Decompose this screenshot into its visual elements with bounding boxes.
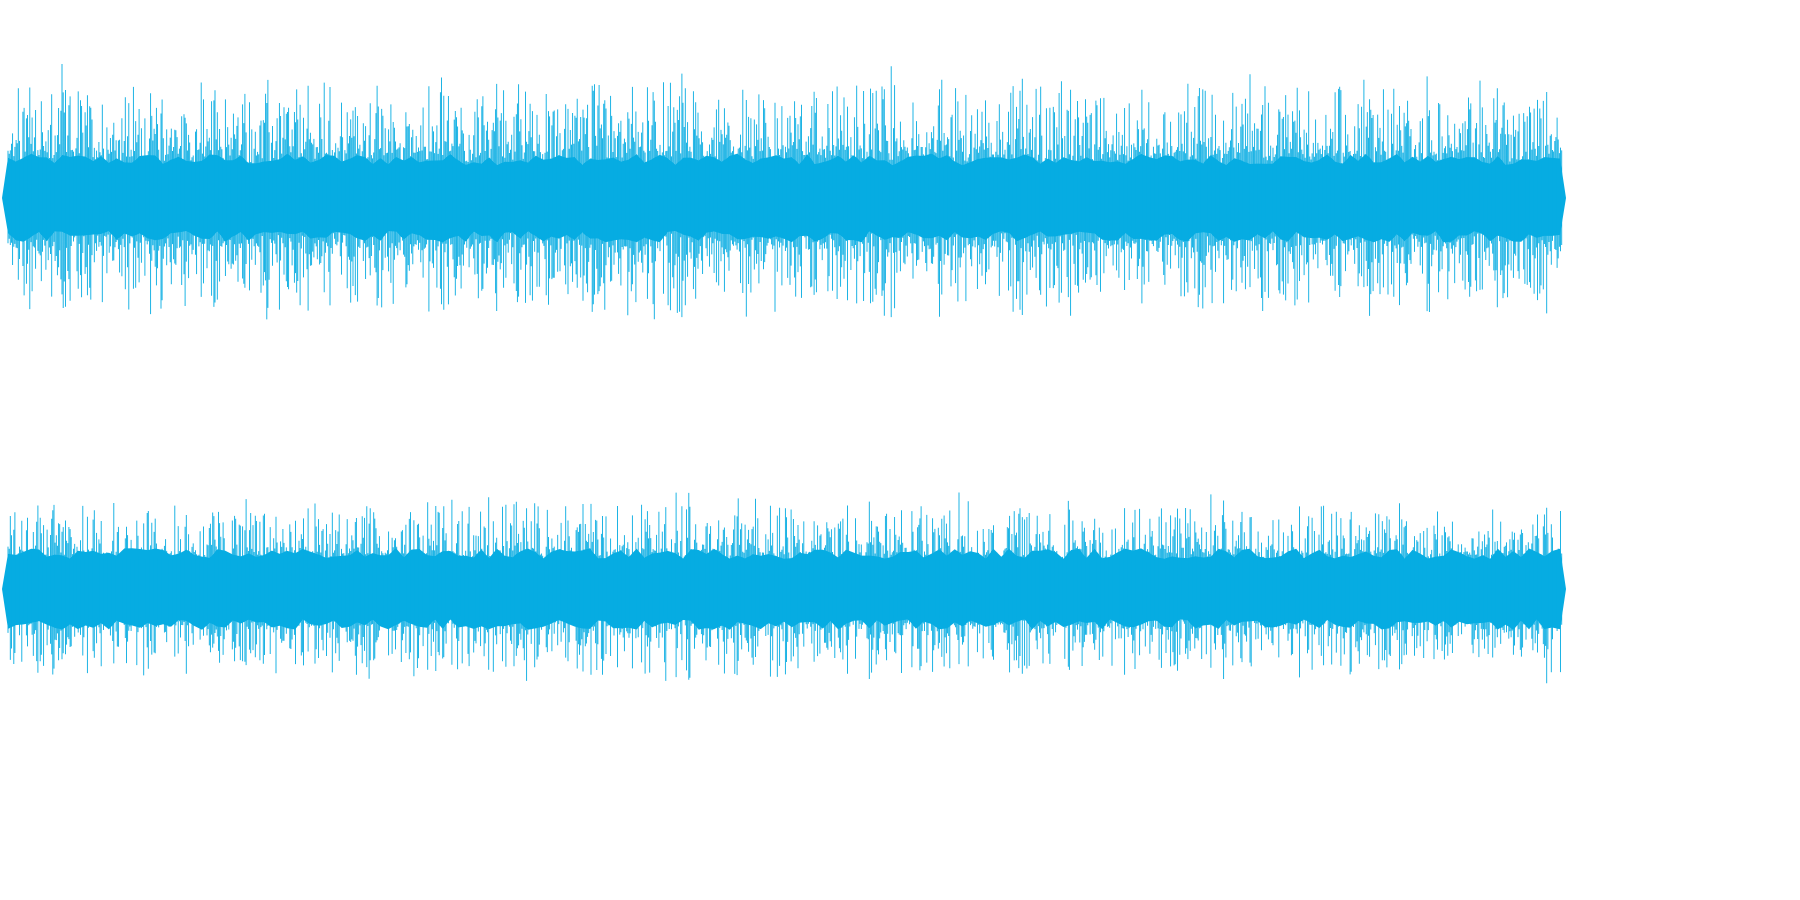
waveform-spikes [7,492,1563,684]
waveform-spikes [7,64,1563,320]
waveform-channel-top [0,60,1568,336]
waveform-svg [2,64,1566,320]
waveform-channel-bottom [0,478,1568,700]
waveform-svg [2,492,1566,684]
